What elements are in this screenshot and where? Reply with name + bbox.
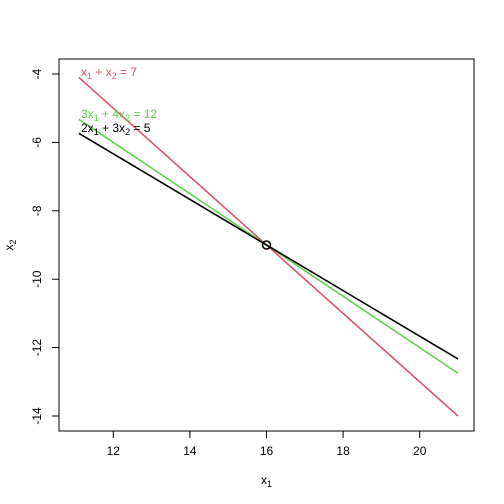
equation-label-1: x1 + x2 = 7 xyxy=(81,65,137,81)
x-tick-label: 14 xyxy=(183,444,197,458)
x-tick-label: 16 xyxy=(260,444,274,458)
series-line-3 xyxy=(78,132,459,360)
y-tick-label: -10 xyxy=(30,270,44,288)
y-tick-label: -8 xyxy=(30,205,44,216)
equation-label-3: 2x1 + 3x2 = 5 xyxy=(81,121,151,137)
y-tick-label: -14 xyxy=(30,407,44,425)
x-tick-label: 12 xyxy=(107,444,121,458)
y-tick-label: -12 xyxy=(30,339,44,357)
series-layer xyxy=(78,76,459,417)
intersection-point xyxy=(261,240,272,250)
equation-label-2: 3x1 + 4x2 = 12 xyxy=(81,107,157,123)
x-tick-label: 18 xyxy=(336,444,350,458)
axis-layer: 12 14 16 18 20 -4 -6 -8 -10 -12 -14 x1 x2 xyxy=(2,58,475,489)
point-layer xyxy=(261,240,272,250)
y-tick-label: -4 xyxy=(30,68,44,79)
x-axis-title: x1 xyxy=(261,473,272,489)
y-axis-title: x2 xyxy=(2,239,18,250)
x-tick-label: 20 xyxy=(413,444,427,458)
y-tick-label: -6 xyxy=(30,137,44,148)
